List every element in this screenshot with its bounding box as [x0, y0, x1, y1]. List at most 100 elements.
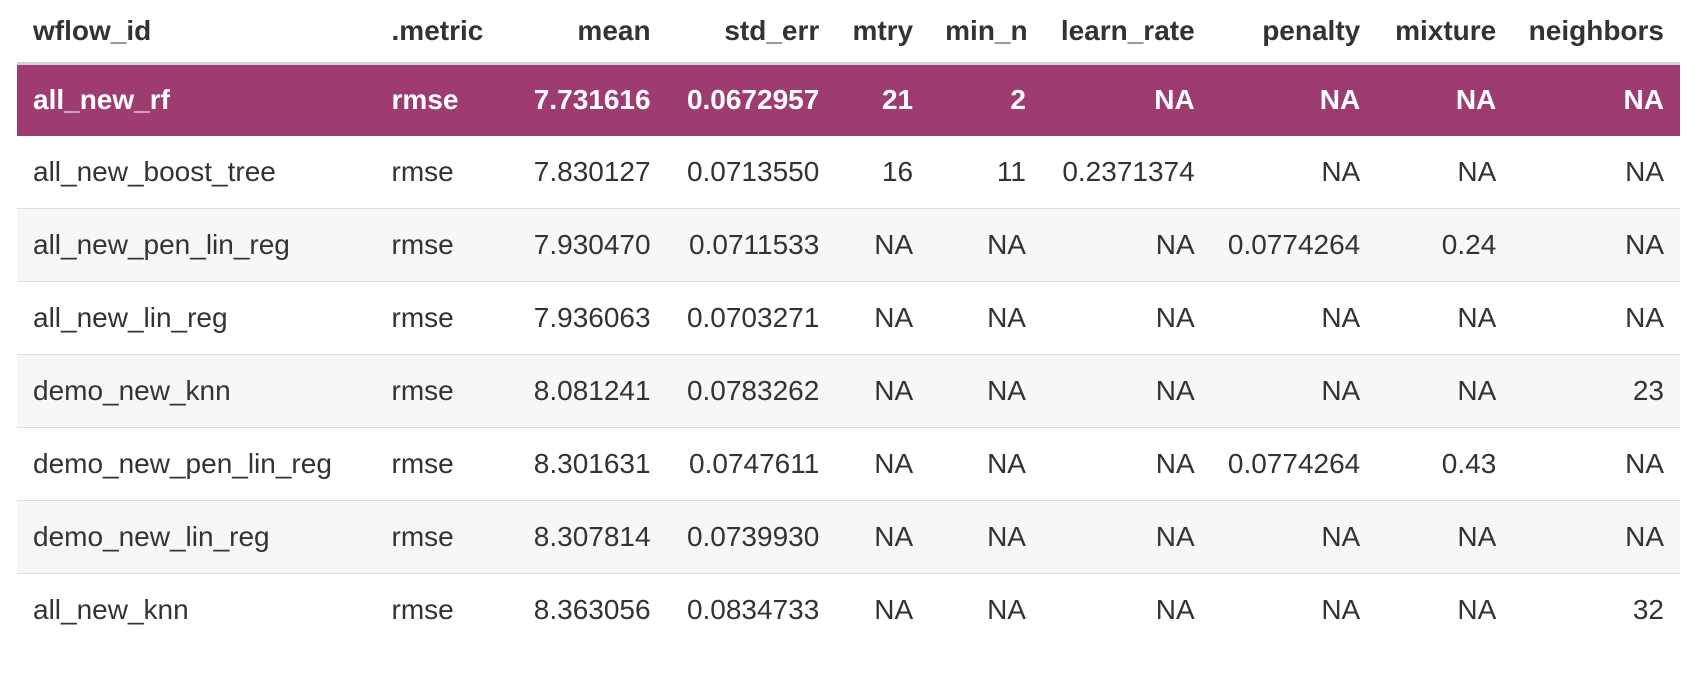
cell-mixture: NA: [1376, 63, 1513, 136]
cell-neighbors: NA: [1512, 427, 1680, 501]
cell-mtry: NA: [835, 427, 930, 501]
cell-std-err: 0.0739930: [666, 500, 836, 574]
cell-learn-rate: NA: [1041, 500, 1211, 574]
cell-std-err: 0.0747611: [666, 427, 836, 501]
cell-learn-rate: NA: [1041, 63, 1211, 136]
column-header-mixture: mixture: [1376, 0, 1513, 65]
cell-metric: rmse: [375, 63, 508, 136]
cell-std-err: 0.0713550: [666, 135, 836, 209]
cell-mean: 8.363056: [507, 573, 667, 646]
cell-mtry: NA: [835, 500, 930, 574]
cell-learn-rate: NA: [1041, 208, 1211, 282]
cell-penalty: NA: [1210, 63, 1377, 136]
cell-mtry: 21: [835, 63, 930, 136]
cell-wflow-id: all_new_pen_lin_reg: [17, 208, 376, 282]
column-header-learn-rate: learn_rate: [1041, 0, 1211, 65]
cell-mixture: NA: [1376, 135, 1513, 209]
cell-mixture: NA: [1376, 500, 1513, 574]
table-row: demo_new_pen_lin_reg rmse 8.301631 0.074761…: [17, 427, 1680, 501]
cell-neighbors: NA: [1512, 208, 1680, 282]
cell-wflow-id: all_new_boost_tree: [17, 135, 376, 209]
column-header-penalty: penalty: [1210, 0, 1377, 65]
cell-mtry: NA: [835, 573, 930, 646]
table-row-highlighted: all_new_rf rmse 7.731616 0.0672957 21 2 NA NA NA…: [17, 63, 1680, 136]
column-header-mtry: mtry: [835, 0, 930, 65]
cell-std-err: 0.0672957: [666, 63, 836, 136]
column-header-std-err: std_err: [666, 0, 836, 65]
cell-min-n: NA: [929, 427, 1042, 501]
column-header-neighbors: neighbors: [1512, 0, 1680, 65]
cell-mean: 8.081241: [507, 354, 667, 428]
results-table: wflow_id .metric mean std_err mtry min_n learn…: [17, 0, 1680, 646]
table-row: all_new_pen_lin_reg rmse 7.930470 0.0711533…: [17, 208, 1680, 282]
table-row: all_new_knn rmse 8.363056 0.0834733 NA NA NA NA…: [17, 573, 1680, 646]
table-body: all_new_rf rmse 7.731616 0.0672957 21 2 NA NA NA…: [17, 63, 1680, 646]
cell-neighbors: NA: [1512, 135, 1680, 209]
cell-mixture: NA: [1376, 354, 1513, 428]
cell-std-err: 0.0711533: [666, 208, 836, 282]
cell-std-err: 0.0703271: [666, 281, 836, 355]
cell-metric: rmse: [375, 354, 508, 428]
column-header-min-n: min_n: [929, 0, 1042, 65]
cell-penalty: NA: [1210, 573, 1377, 646]
table-row: demo_new_lin_reg rmse 8.307814 0.0739930 NA N…: [17, 500, 1680, 574]
column-header-wflow-id: wflow_id: [17, 0, 376, 65]
cell-min-n: NA: [929, 354, 1042, 428]
cell-neighbors: NA: [1512, 500, 1680, 574]
cell-learn-rate: NA: [1041, 281, 1211, 355]
table-row: demo_new_knn rmse 8.081241 0.0783262 NA NA NA N…: [17, 354, 1680, 428]
cell-mixture: 0.24: [1376, 208, 1513, 282]
cell-learn-rate: NA: [1041, 573, 1211, 646]
cell-mean: 7.830127: [507, 135, 667, 209]
table-row: all_new_boost_tree rmse 7.830127 0.0713550 1…: [17, 135, 1680, 209]
cell-std-err: 0.0834733: [666, 573, 836, 646]
cell-metric: rmse: [375, 135, 508, 209]
cell-penalty: 0.0774264: [1210, 208, 1377, 282]
table-row: all_new_lin_reg rmse 7.936063 0.0703271 NA NA…: [17, 281, 1680, 355]
column-header-mean: mean: [507, 0, 667, 65]
cell-neighbors: 32: [1512, 573, 1680, 646]
cell-wflow-id: demo_new_lin_reg: [17, 500, 376, 574]
cell-min-n: 2: [929, 63, 1042, 136]
cell-metric: rmse: [375, 208, 508, 282]
cell-neighbors: NA: [1512, 63, 1680, 136]
cell-metric: rmse: [375, 281, 508, 355]
cell-std-err: 0.0783262: [666, 354, 836, 428]
cell-min-n: NA: [929, 573, 1042, 646]
cell-mtry: 16: [835, 135, 930, 209]
cell-mixture: NA: [1376, 573, 1513, 646]
cell-min-n: 11: [929, 135, 1042, 209]
cell-min-n: NA: [929, 208, 1042, 282]
cell-metric: rmse: [375, 427, 508, 501]
cell-mixture: NA: [1376, 281, 1513, 355]
cell-metric: rmse: [375, 500, 508, 574]
cell-min-n: NA: [929, 500, 1042, 574]
cell-learn-rate: NA: [1041, 427, 1211, 501]
header-row: wflow_id .metric mean std_err mtry min_n learn…: [17, 0, 1680, 65]
cell-wflow-id: demo_new_pen_lin_reg: [17, 427, 376, 501]
cell-mean: 7.930470: [507, 208, 667, 282]
column-header-metric: .metric: [375, 0, 508, 65]
cell-wflow-id: all_new_rf: [17, 63, 376, 136]
cell-mtry: NA: [835, 208, 930, 282]
cell-mean: 7.731616: [507, 63, 667, 136]
cell-min-n: NA: [929, 281, 1042, 355]
cell-mean: 8.301631: [507, 427, 667, 501]
cell-penalty: NA: [1210, 281, 1377, 355]
cell-neighbors: NA: [1512, 281, 1680, 355]
cell-penalty: NA: [1210, 500, 1377, 574]
cell-mixture: 0.43: [1376, 427, 1513, 501]
table-header: wflow_id .metric mean std_err mtry min_n learn…: [17, 0, 1680, 65]
cell-mtry: NA: [835, 354, 930, 428]
cell-penalty: NA: [1210, 135, 1377, 209]
cell-learn-rate: 0.2371374: [1041, 135, 1211, 209]
cell-metric: rmse: [375, 573, 508, 646]
cell-mean: 8.307814: [507, 500, 667, 574]
cell-mtry: NA: [835, 281, 930, 355]
cell-wflow-id: all_new_knn: [17, 573, 376, 646]
cell-neighbors: 23: [1512, 354, 1680, 428]
results-table-container: wflow_id .metric mean std_err mtry min_n learn…: [17, 0, 1680, 646]
cell-penalty: 0.0774264: [1210, 427, 1377, 501]
cell-learn-rate: NA: [1041, 354, 1211, 428]
cell-wflow-id: demo_new_knn: [17, 354, 376, 428]
